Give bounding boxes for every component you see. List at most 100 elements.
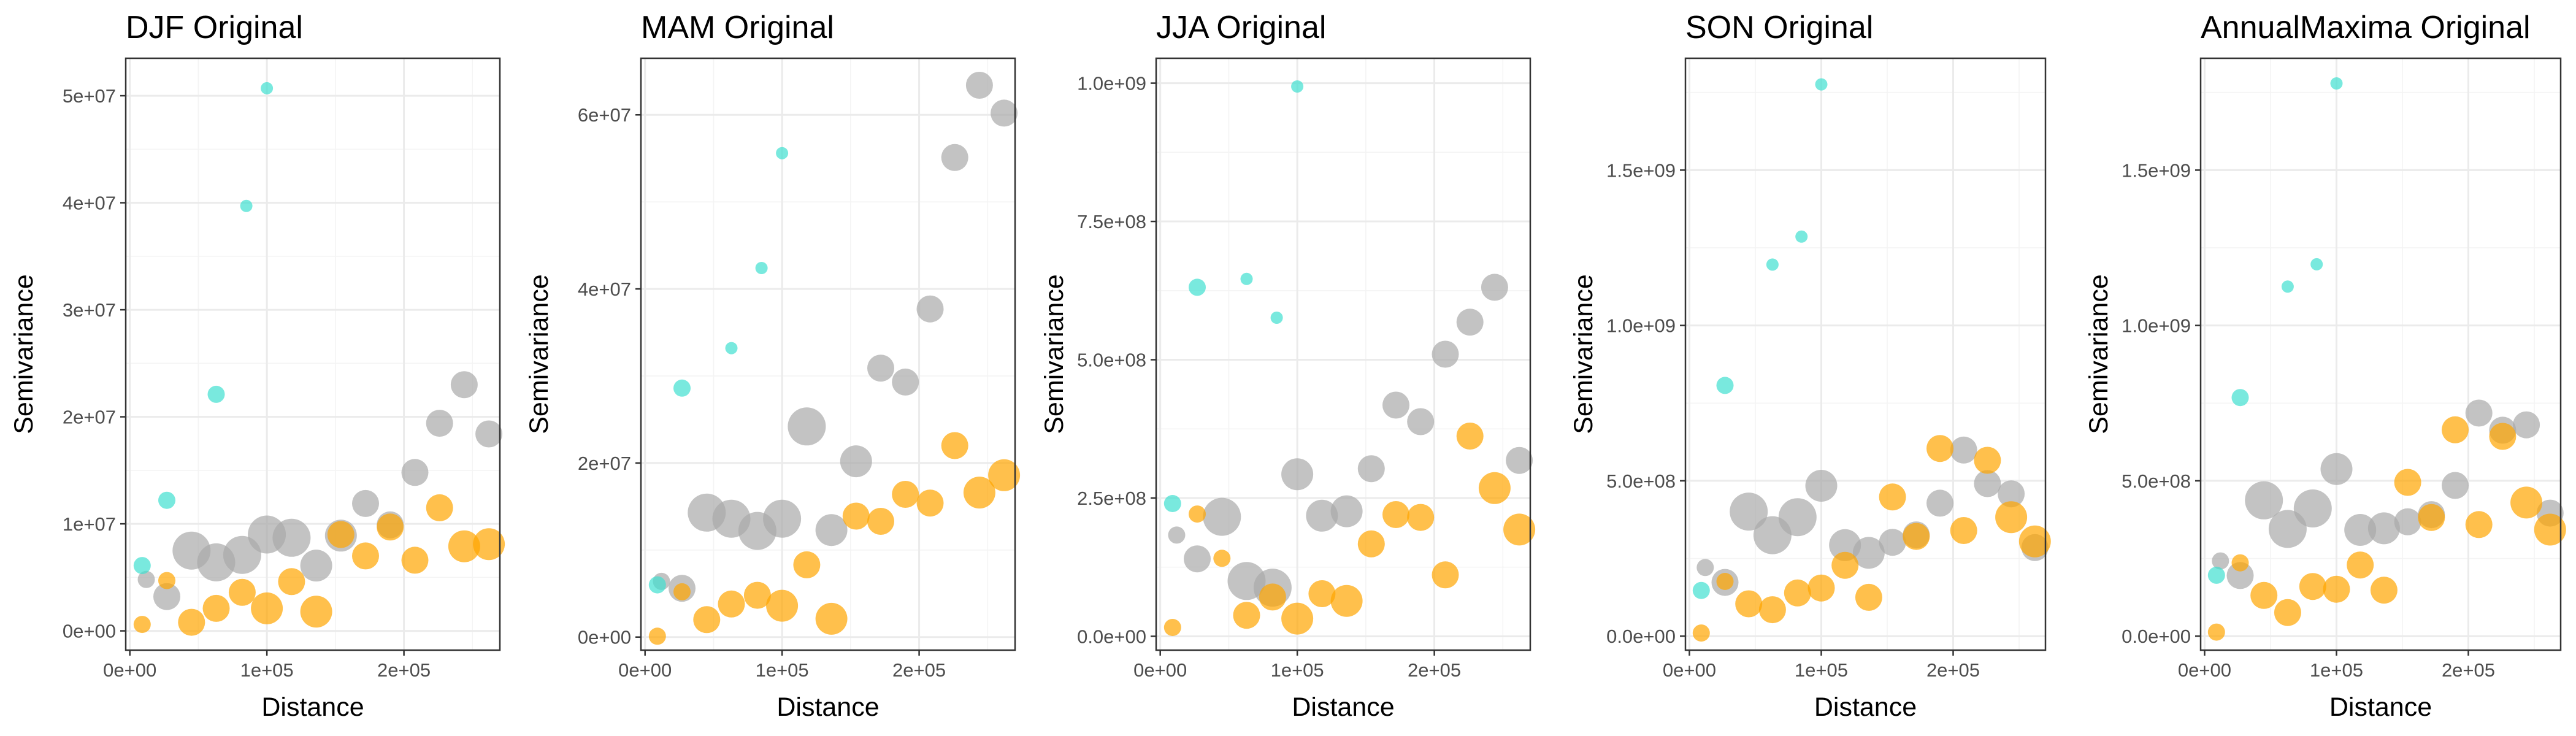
data-point — [916, 295, 944, 323]
y-tick-label: 2.5e+08 — [1077, 488, 1146, 509]
data-point — [352, 542, 379, 570]
data-point — [1815, 78, 1828, 91]
data-point — [815, 514, 848, 546]
data-point — [1903, 523, 1930, 550]
data-point — [2510, 486, 2543, 519]
data-point — [725, 342, 738, 355]
data-point — [840, 445, 872, 478]
data-point — [1432, 340, 1459, 368]
data-point — [1382, 501, 1409, 528]
x-tick-label: 2e+05 — [377, 659, 431, 681]
data-point — [2489, 423, 2517, 450]
chart-panel: 0e+00 1e+05 2e+05 0.0e+00 5.0e+08 1.0e+09 1.5e… — [2084, 10, 2566, 722]
data-point — [1950, 517, 1977, 544]
data-point — [158, 491, 175, 509]
data-point — [2245, 481, 2283, 519]
data-point — [133, 557, 151, 575]
data-point — [178, 608, 205, 636]
data-point — [1716, 573, 1734, 590]
data-point — [988, 459, 1021, 491]
plot-frame — [1155, 57, 1531, 651]
data-point — [153, 583, 180, 610]
data-point — [916, 489, 944, 517]
data-point — [133, 616, 151, 634]
data-point — [743, 581, 771, 609]
data-point — [2347, 551, 2374, 579]
x-tick-label: 0e+00 — [1133, 659, 1187, 681]
y-tick-label: 1.0e+09 — [2122, 315, 2191, 337]
data-point — [2226, 562, 2254, 589]
chart-panel: 0e+00 1e+05 2e+05 0e+00 1e+07 2e+07 3e+07 4e+07… — [9, 10, 505, 722]
x-tick-label: 2e+05 — [1926, 659, 1980, 681]
data-point — [1730, 493, 1768, 531]
y-tick-label: 1.0e+09 — [1077, 73, 1146, 94]
data-point — [1213, 550, 1231, 567]
data-point — [1281, 602, 1314, 635]
data-point — [892, 481, 919, 508]
data-point — [1735, 590, 1763, 618]
data-point — [1357, 455, 1385, 483]
data-point — [450, 371, 478, 399]
data-point — [1692, 581, 1710, 599]
data-point — [963, 477, 995, 509]
y-axis-title: Semivariance — [2084, 274, 2114, 434]
data-point — [352, 489, 379, 517]
data-point — [2513, 411, 2540, 439]
x-axis-title: Distance — [1292, 692, 1394, 722]
panel-title: JJA Original — [1156, 10, 1326, 45]
x-tick-label: 0e+00 — [618, 659, 672, 681]
x-tick-label: 1e+05 — [1795, 659, 1848, 681]
data-point — [1291, 80, 1304, 93]
panel-title: DJF Original — [126, 10, 303, 45]
data-point — [1357, 530, 1385, 558]
chart-panel: 0e+00 1e+05 2e+05 0.0e+00 5.0e+08 1.0e+09 1.5e… — [1569, 10, 2051, 722]
data-point — [2465, 511, 2493, 539]
data-point — [272, 518, 311, 557]
data-point — [2281, 280, 2294, 293]
data-point — [867, 508, 894, 535]
data-point — [2418, 504, 2445, 531]
data-point — [137, 570, 155, 588]
plot-frame — [1684, 57, 2047, 651]
data-point — [776, 147, 789, 159]
data-point — [892, 368, 919, 396]
data-point — [2231, 389, 2249, 407]
data-point — [1456, 423, 1484, 450]
data-point — [1163, 619, 1181, 636]
y-tick-label: 0e+00 — [63, 621, 116, 642]
data-point — [648, 627, 666, 645]
data-point — [763, 499, 802, 538]
x-axis-title: Distance — [776, 692, 879, 722]
y-tick-label: 0e+00 — [578, 627, 631, 648]
data-point — [475, 420, 503, 448]
data-point — [426, 494, 453, 521]
data-point — [1926, 489, 1953, 517]
data-point — [941, 432, 968, 459]
data-point — [673, 583, 691, 600]
data-point — [2207, 623, 2225, 641]
data-point — [2442, 416, 2469, 443]
x-tick-label: 1e+05 — [756, 659, 809, 681]
data-point — [1950, 436, 1977, 464]
data-point — [1189, 278, 1206, 296]
data-point — [2231, 554, 2249, 572]
x-tick-label: 0e+00 — [1663, 659, 1716, 681]
data-point — [693, 606, 721, 634]
y-tick-label: 1e+07 — [63, 513, 116, 535]
y-tick-label: 6e+07 — [578, 104, 631, 126]
data-point — [991, 99, 1018, 127]
data-point — [327, 521, 355, 548]
data-point — [1795, 230, 1808, 243]
data-point — [965, 72, 993, 99]
x-axis-title: Distance — [1814, 692, 1917, 722]
y-tick-label: 4e+07 — [578, 278, 631, 300]
data-point — [2323, 575, 2350, 603]
data-point — [1330, 495, 1363, 527]
data-point — [648, 576, 666, 594]
data-point — [1308, 580, 1336, 607]
y-tick-label: 1.5e+09 — [1606, 159, 1676, 181]
data-point — [1852, 537, 1885, 569]
data-point — [2330, 77, 2343, 90]
x-axis-title: Distance — [2329, 692, 2432, 722]
